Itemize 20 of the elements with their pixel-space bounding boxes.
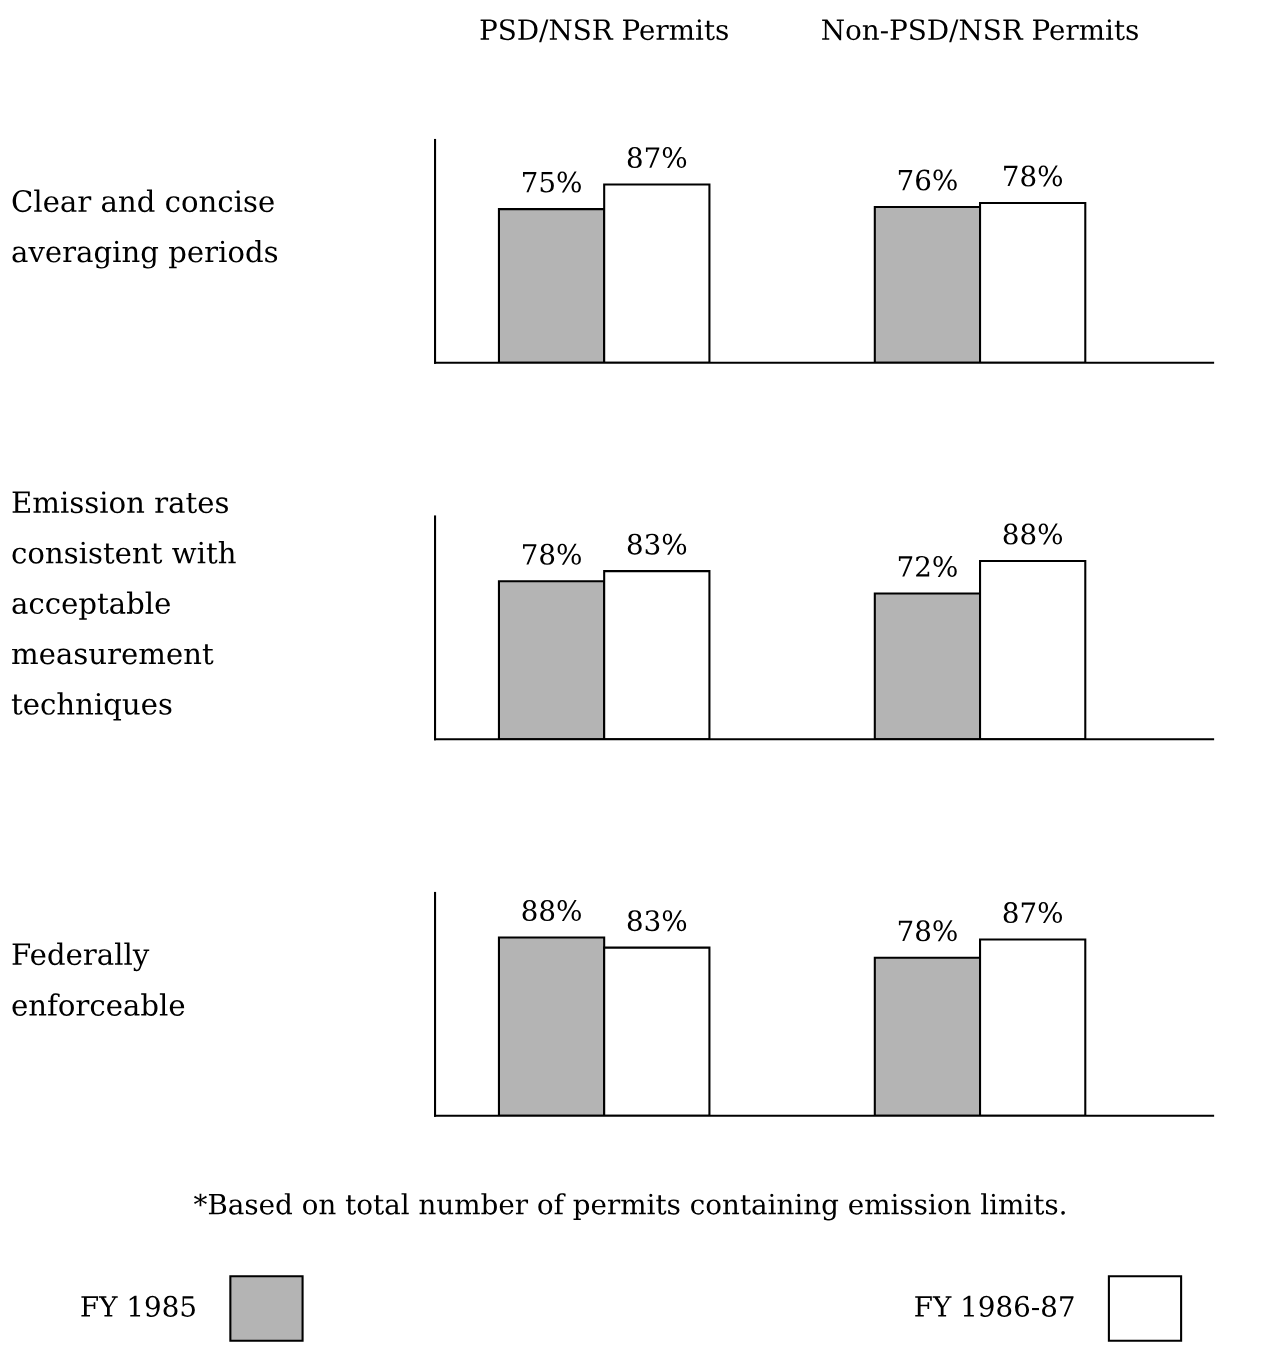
data-label: 88%	[522, 900, 581, 922]
x-tick-label: PSD/NSR Permits	[480, 19, 728, 43]
text: *Based on total number of permits containing emission limits.	[193, 1193, 1065, 1221]
y-axis-title: Emission rates consistent with acceptable measurement techniques	[11, 491, 236, 721]
data-label: 78%	[523, 543, 581, 565]
data-label: 83%	[627, 910, 687, 932]
x-tick-label: Non-PSD/NSR Permits	[822, 19, 1138, 43]
legend-label: FY 1985	[81, 1295, 195, 1317]
y-axis-title: Clear and concise averaging periods	[12, 189, 278, 269]
data-label: 78%	[1004, 165, 1062, 187]
y-axis-title: Federally enforceable	[12, 942, 185, 1016]
data-label: 83%	[627, 533, 687, 555]
data-label: 75%	[523, 171, 581, 193]
data-label: 76%	[898, 169, 957, 191]
data-label: 72%	[898, 555, 957, 577]
data-label: 87%	[627, 147, 687, 169]
data-label: 88%	[1003, 523, 1062, 545]
data-label: 78%	[898, 920, 957, 942]
data-label: 87%	[1003, 902, 1062, 924]
legend-label: FY 1986-87	[915, 1295, 1074, 1317]
